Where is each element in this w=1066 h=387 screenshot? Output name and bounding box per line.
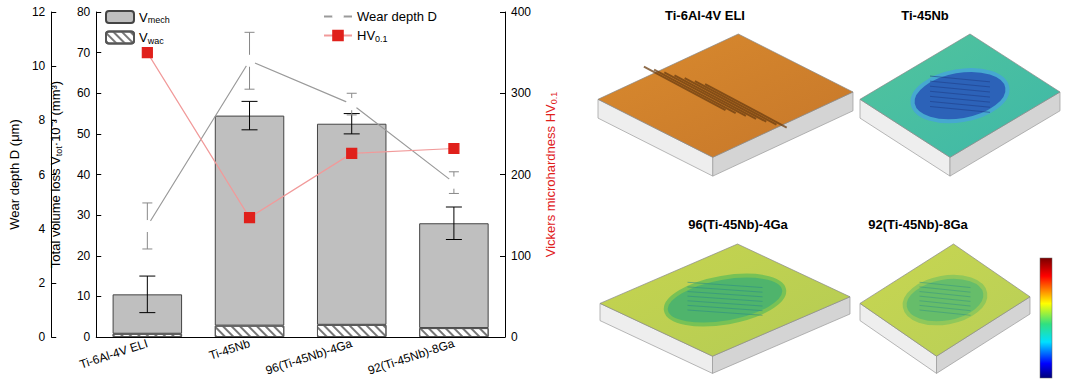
svg-text:92(Ti-45Nb)-8Ga: 92(Ti-45Nb)-8Ga: [868, 217, 968, 232]
svg-text:10: 10: [77, 289, 91, 303]
svg-text:0.1: 0.1: [549, 92, 559, 105]
svg-text:40: 40: [77, 168, 91, 182]
svg-text:0: 0: [511, 330, 518, 344]
svg-text:mech: mech: [148, 15, 170, 25]
svg-text:6: 6: [39, 168, 46, 182]
svg-text:100: 100: [511, 249, 531, 263]
svg-text:20: 20: [77, 249, 91, 263]
svg-text:4: 4: [39, 222, 46, 236]
svg-text:0: 0: [84, 330, 91, 344]
svg-text:V: V: [139, 10, 148, 25]
svg-text:300: 300: [511, 86, 531, 100]
svg-text:Ti-6Al-4V ELI: Ti-6Al-4V ELI: [78, 336, 150, 371]
svg-text:96(Ti-45Nb)-4Ga: 96(Ti-45Nb)-4Ga: [688, 217, 788, 232]
svg-text:12: 12: [32, 5, 46, 19]
svg-text:wac: wac: [147, 36, 165, 46]
svg-text:200: 200: [511, 168, 531, 182]
svg-text:70: 70: [77, 46, 91, 60]
svg-text:400: 400: [511, 5, 531, 19]
svg-text:Ti-6Al-4V ELI: Ti-6Al-4V ELI: [665, 8, 745, 23]
svg-text:Wear depth D: Wear depth D: [357, 9, 437, 24]
svg-text:80: 80: [77, 5, 91, 19]
svg-text:V: V: [139, 30, 148, 45]
svg-text:Vickers microhardness: Vickers microhardness: [543, 122, 558, 257]
svg-text:2: 2: [39, 276, 46, 290]
svg-text:·10⁻³ (mm³): ·10⁻³ (mm³): [48, 81, 63, 146]
svg-text:V: V: [48, 156, 63, 165]
svg-text:Wear depth D (μm): Wear depth D (μm): [7, 119, 22, 230]
svg-text:0: 0: [39, 330, 46, 344]
svg-text:tot: tot: [54, 146, 64, 157]
svg-text:HV: HV: [543, 104, 558, 122]
svg-text:30: 30: [77, 208, 91, 222]
svg-text:60: 60: [77, 86, 91, 100]
svg-text:Ti-45Nb: Ti-45Nb: [901, 8, 948, 23]
svg-text:92(Ti-45Nb)-8Ga: 92(Ti-45Nb)-8Ga: [366, 336, 456, 377]
svg-text:10: 10: [32, 59, 46, 73]
svg-text:96(Ti-45Nb)-4Ga: 96(Ti-45Nb)-4Ga: [264, 336, 354, 377]
svg-text:50: 50: [77, 127, 91, 141]
svg-text:Total volume loss: Total volume loss: [48, 165, 63, 268]
svg-text:Ti-45Nb: Ti-45Nb: [207, 336, 252, 362]
svg-text:HV: HV: [357, 28, 375, 43]
svg-text:0.1: 0.1: [375, 34, 388, 44]
svg-text:8: 8: [39, 113, 46, 127]
